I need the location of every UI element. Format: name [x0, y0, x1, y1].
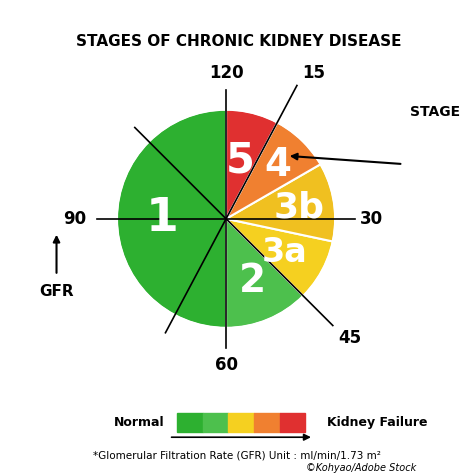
Text: STAGE: STAGE [410, 105, 460, 118]
Text: GFR: GFR [39, 284, 74, 300]
Text: 3a: 3a [262, 236, 308, 269]
Text: 15: 15 [302, 64, 325, 82]
Wedge shape [226, 109, 277, 219]
Text: ©Kohyao/Adobe Stock: ©Kohyao/Adobe Stock [306, 463, 416, 473]
Wedge shape [226, 219, 303, 328]
Text: 1: 1 [146, 196, 179, 241]
Bar [203, 412, 228, 432]
Bar [280, 412, 305, 432]
Text: 120: 120 [209, 64, 243, 82]
Text: Kidney Failure: Kidney Failure [327, 416, 427, 429]
Text: 2: 2 [238, 263, 265, 301]
Text: 90: 90 [63, 210, 86, 228]
Bar [254, 412, 280, 432]
Bar [177, 412, 203, 432]
Text: 30: 30 [359, 210, 383, 228]
Text: 5: 5 [226, 139, 255, 182]
Text: 45: 45 [338, 329, 361, 347]
Wedge shape [226, 219, 333, 296]
Text: 3b: 3b [274, 190, 325, 224]
Wedge shape [117, 109, 226, 328]
Text: Normal: Normal [114, 416, 164, 429]
Wedge shape [226, 122, 321, 219]
Wedge shape [226, 164, 336, 242]
Text: 4: 4 [264, 146, 291, 184]
Text: STAGES OF CHRONIC KIDNEY DISEASE: STAGES OF CHRONIC KIDNEY DISEASE [76, 34, 402, 49]
Text: 60: 60 [215, 356, 237, 374]
Bar [228, 412, 254, 432]
Text: *Glomerular Filtration Rate (GFR) Unit : ml/min/1.73 m²: *Glomerular Filtration Rate (GFR) Unit :… [93, 451, 381, 461]
